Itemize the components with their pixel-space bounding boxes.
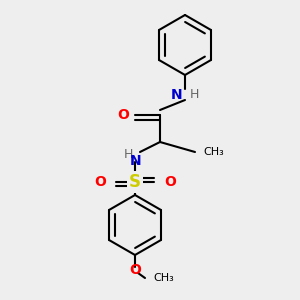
Text: H: H — [190, 88, 200, 101]
Text: N: N — [129, 154, 141, 168]
Text: O: O — [117, 108, 129, 122]
Text: O: O — [129, 263, 141, 277]
Text: N: N — [170, 88, 182, 102]
Text: O: O — [94, 175, 106, 189]
Text: O: O — [164, 175, 176, 189]
Text: S: S — [129, 173, 141, 191]
Text: H: H — [124, 148, 133, 161]
Text: CH₃: CH₃ — [153, 273, 174, 283]
Text: CH₃: CH₃ — [203, 147, 224, 157]
